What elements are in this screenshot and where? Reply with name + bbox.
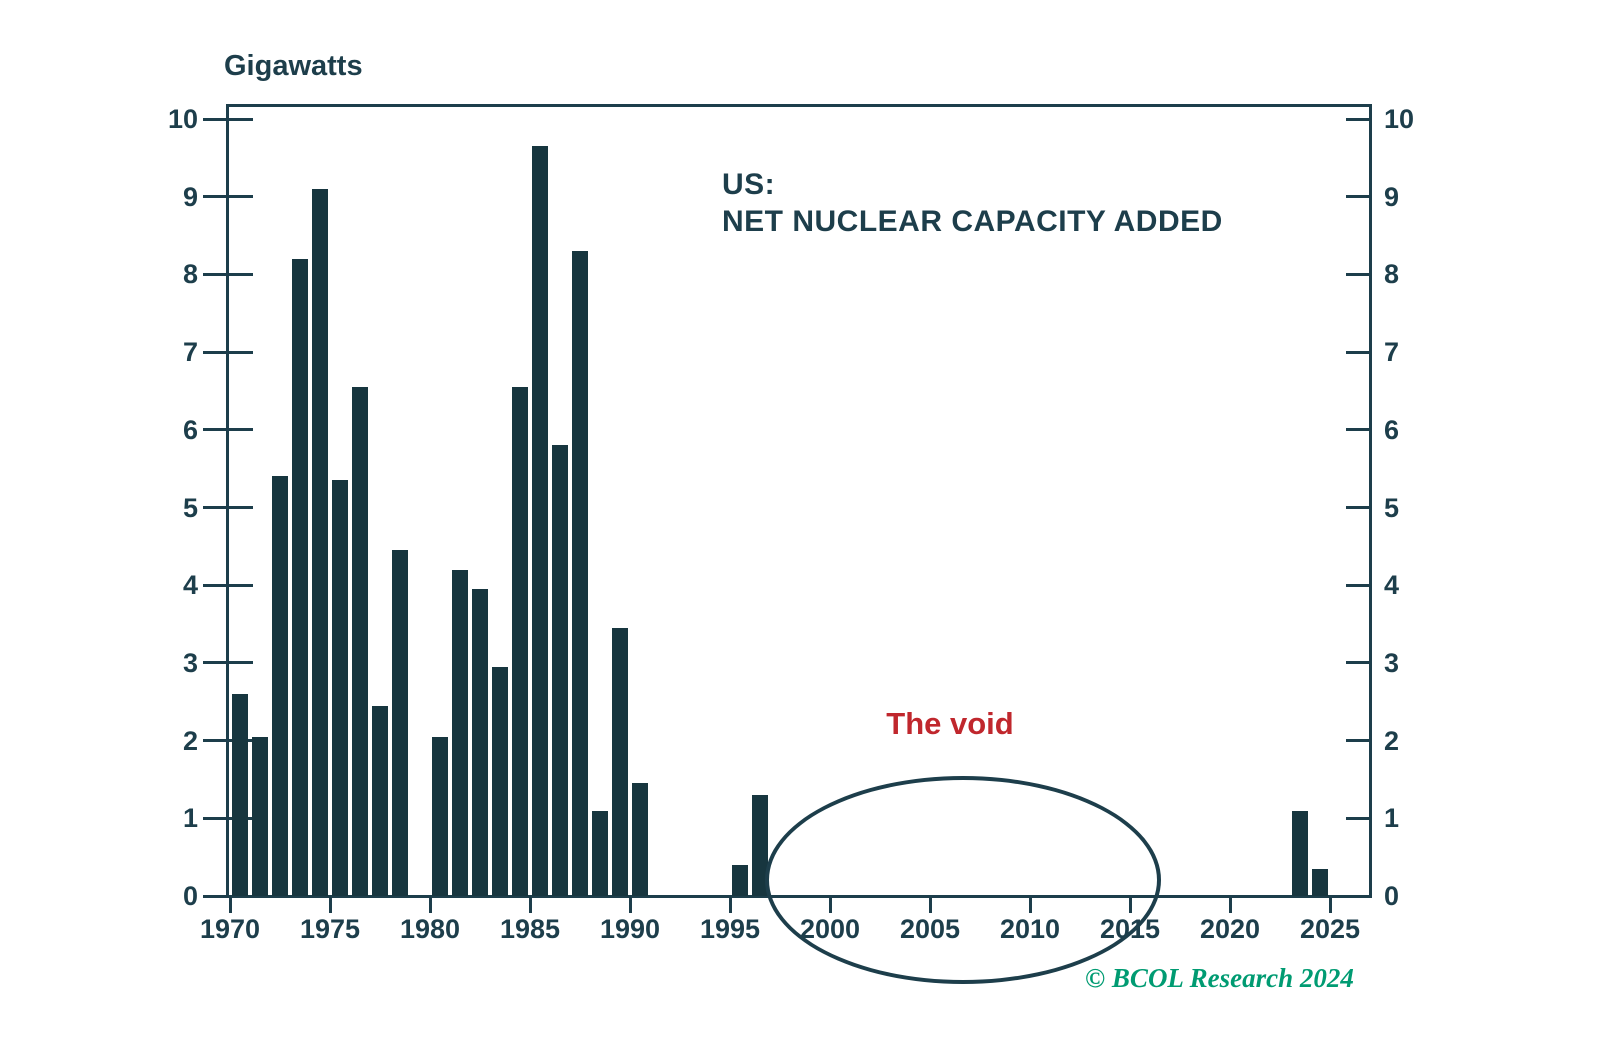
x-axis-tick: [328, 896, 332, 913]
bar-1996: [752, 794, 768, 896]
bar-1970: [232, 693, 248, 896]
x-axis-label: 1975: [299, 914, 361, 944]
x-axis-tick: [728, 896, 732, 913]
y-axis-label-right: 10: [1384, 104, 1415, 134]
bar-1980: [432, 736, 448, 896]
bar-1971: [252, 736, 268, 896]
bar-1988: [592, 810, 608, 896]
x-axis-tick: [1228, 896, 1232, 913]
y-axis-tick-left: [203, 739, 253, 743]
bar-2024: [1312, 868, 1328, 896]
y-axis-tick-left: [203, 117, 253, 121]
y-axis-label-left: 6: [182, 414, 198, 445]
y-axis-label-left: 0: [182, 881, 198, 911]
x-axis-label: 1990: [599, 914, 661, 944]
x-axis-tick: [628, 896, 632, 913]
series-title: US: NET NUCLEAR CAPACITY ADDED: [722, 166, 1223, 240]
x-axis-tick: [1328, 896, 1332, 913]
bar-1987: [572, 251, 588, 896]
y-axis-label-left: 1: [182, 803, 198, 834]
y-axis-label-left: 3: [182, 647, 198, 678]
bar-1986: [552, 445, 568, 896]
y-axis-label-right: 7: [1384, 337, 1400, 368]
y-axis-label-right: 3: [1384, 647, 1400, 678]
void-annotation-label: The void: [886, 706, 1014, 741]
y-axis-tick-right: [1346, 583, 1369, 587]
watermark: © BCOL Research 2024: [1085, 963, 1354, 993]
y-axis-tick-left: [203, 272, 253, 276]
bar-1976: [352, 387, 368, 896]
y-axis-label-right: 8: [1384, 259, 1400, 290]
bar-1985: [532, 146, 548, 896]
y-axis-label-right: 9: [1384, 181, 1400, 212]
bar-1974: [312, 188, 328, 896]
y-axis-tick-right: [1346, 272, 1369, 276]
y-axis-tick-left: [203, 506, 253, 509]
y-axis-label-left: 2: [182, 725, 198, 756]
y-axis-title: Gigawatts: [224, 50, 363, 82]
y-axis-tick-right: [1346, 117, 1369, 121]
y-axis-tick-right: [1346, 428, 1369, 432]
y-axis-tick-right: [1346, 195, 1369, 199]
x-axis-label: 1970: [199, 914, 261, 944]
y-axis-label-left: 7: [182, 337, 198, 368]
y-axis-tick-right: [1346, 739, 1369, 743]
bar-1978: [392, 550, 408, 896]
y-axis-tick-right: [1346, 894, 1369, 898]
bar-1984: [512, 387, 528, 896]
x-axis-label: 1995: [699, 914, 761, 944]
bar-1972: [272, 476, 288, 896]
series-title-line2: NET NUCLEAR CAPACITY ADDED: [722, 205, 1223, 238]
y-axis-label-right: 2: [1384, 725, 1400, 756]
x-axis-tick: [228, 896, 232, 913]
y-axis-tick-left: [203, 661, 253, 665]
y-axis-tick-left: [203, 350, 253, 354]
x-axis-label: 2020: [1199, 914, 1261, 944]
y-axis-label-right: 6: [1384, 414, 1400, 445]
y-axis-tick-right: [1346, 506, 1369, 509]
y-axis-label-left: 10: [167, 104, 198, 134]
y-axis-tick-left: [203, 195, 253, 199]
x-axis-label: 2025: [1299, 914, 1361, 944]
y-axis-tick-right: [1346, 350, 1369, 354]
x-axis-label: 1985: [499, 914, 561, 944]
x-axis-tick: [428, 896, 432, 913]
y-axis-label-left: 9: [182, 181, 198, 212]
y-axis-label-left: 4: [182, 570, 198, 601]
x-axis-tick: [528, 896, 532, 913]
void-ellipse-annotation: [765, 776, 1161, 984]
bar-1995: [732, 864, 748, 896]
series-title-line1: US:: [722, 168, 776, 201]
y-axis-tick-right: [1346, 816, 1369, 820]
bar-1982: [472, 589, 488, 896]
y-axis-label-left: 5: [182, 492, 198, 523]
x-axis-label: 1980: [399, 914, 461, 944]
y-axis-label-right: 5: [1384, 492, 1400, 523]
bar-1990: [632, 783, 648, 896]
y-axis-label-right: 0: [1384, 881, 1400, 911]
y-axis-tick-left: [203, 894, 253, 898]
y-axis-label-left: 8: [182, 259, 198, 290]
y-axis-label-right: 4: [1384, 570, 1400, 601]
bar-1975: [332, 480, 348, 896]
bar-2023: [1292, 810, 1308, 896]
bar-1989: [612, 627, 628, 896]
y-axis-tick-right: [1346, 661, 1369, 665]
y-axis-tick-left: [203, 583, 253, 587]
y-axis-tick-left: [203, 816, 253, 820]
bar-1981: [452, 569, 468, 896]
y-axis-tick-left: [203, 428, 253, 432]
bar-1973: [292, 258, 308, 896]
bar-1977: [372, 705, 388, 896]
bar-1983: [492, 666, 508, 896]
y-axis-label-right: 1: [1384, 803, 1400, 834]
